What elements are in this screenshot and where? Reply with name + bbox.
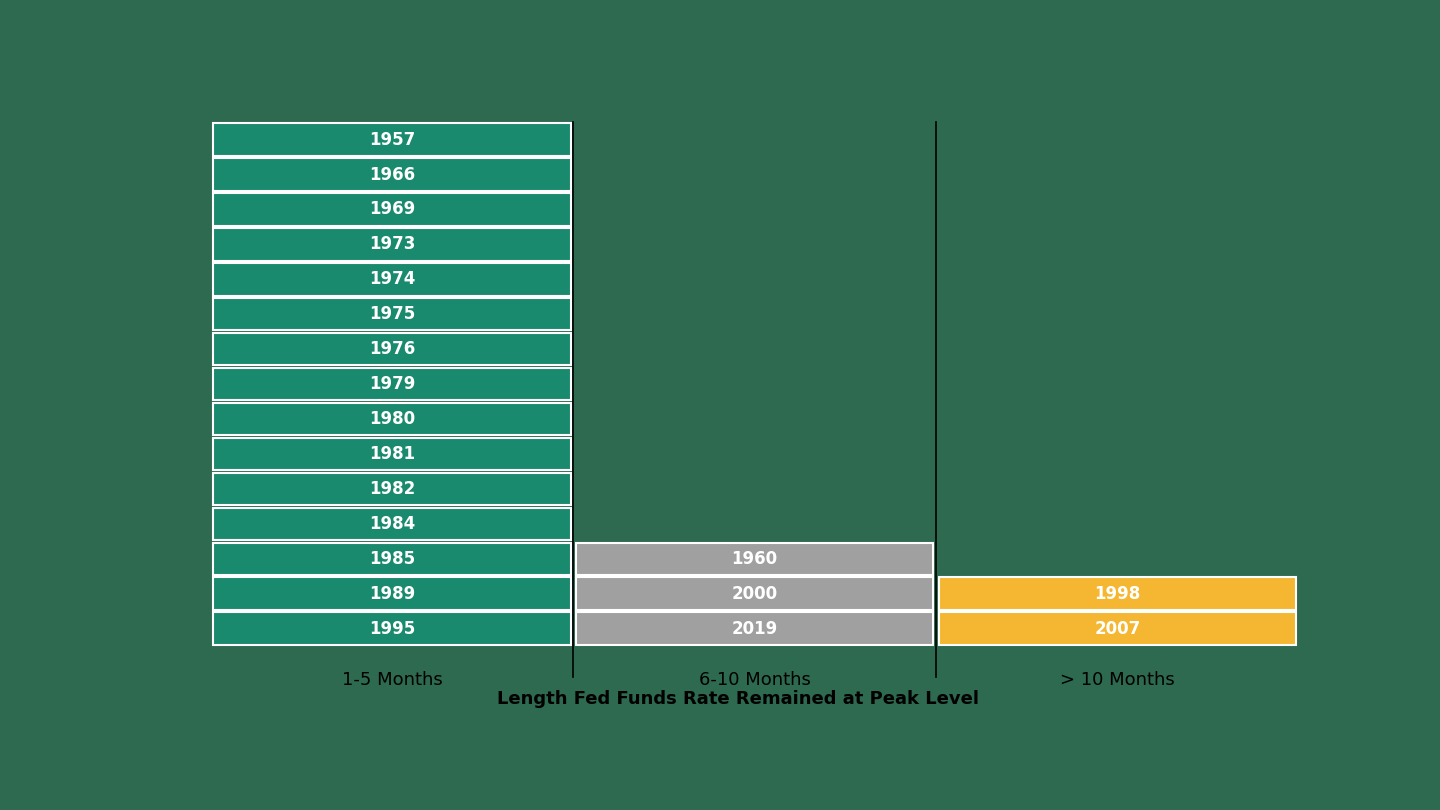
Text: 2007: 2007 (1094, 620, 1140, 637)
FancyBboxPatch shape (939, 612, 1296, 645)
FancyBboxPatch shape (576, 612, 933, 645)
FancyBboxPatch shape (213, 333, 570, 365)
FancyBboxPatch shape (213, 543, 570, 575)
FancyBboxPatch shape (213, 473, 570, 505)
Text: 6-10 Months: 6-10 Months (698, 671, 811, 689)
Text: Length Fed Funds Rate Remained at Peak Level: Length Fed Funds Rate Remained at Peak L… (497, 690, 979, 709)
FancyBboxPatch shape (213, 508, 570, 540)
Text: 1976: 1976 (369, 340, 415, 358)
FancyBboxPatch shape (576, 578, 933, 610)
FancyBboxPatch shape (213, 123, 570, 156)
FancyBboxPatch shape (213, 298, 570, 330)
Text: > 10 Months: > 10 Months (1060, 671, 1175, 689)
Text: 1-5 Months: 1-5 Months (341, 671, 442, 689)
FancyBboxPatch shape (213, 403, 570, 435)
FancyBboxPatch shape (213, 228, 570, 261)
Text: 1979: 1979 (369, 375, 415, 393)
FancyBboxPatch shape (213, 437, 570, 470)
Text: 1969: 1969 (369, 200, 415, 219)
Text: 2000: 2000 (732, 585, 778, 603)
FancyBboxPatch shape (213, 578, 570, 610)
Text: 1957: 1957 (369, 130, 415, 148)
FancyBboxPatch shape (213, 612, 570, 645)
FancyBboxPatch shape (213, 263, 570, 296)
Text: 1980: 1980 (369, 410, 415, 428)
Text: 1981: 1981 (369, 445, 415, 463)
FancyBboxPatch shape (939, 578, 1296, 610)
Text: 1966: 1966 (369, 165, 415, 184)
FancyBboxPatch shape (213, 158, 570, 191)
Text: 1973: 1973 (369, 236, 415, 254)
FancyBboxPatch shape (213, 368, 570, 400)
Text: 1995: 1995 (369, 620, 415, 637)
Text: 2019: 2019 (732, 620, 778, 637)
Text: 1985: 1985 (369, 550, 415, 568)
Text: 1984: 1984 (369, 515, 415, 533)
Text: 1989: 1989 (369, 585, 415, 603)
Text: 1998: 1998 (1094, 585, 1140, 603)
Text: 1975: 1975 (369, 305, 415, 323)
FancyBboxPatch shape (576, 543, 933, 575)
Text: 1974: 1974 (369, 271, 415, 288)
Text: 1960: 1960 (732, 550, 778, 568)
FancyBboxPatch shape (213, 194, 570, 226)
Text: 1982: 1982 (369, 480, 415, 498)
